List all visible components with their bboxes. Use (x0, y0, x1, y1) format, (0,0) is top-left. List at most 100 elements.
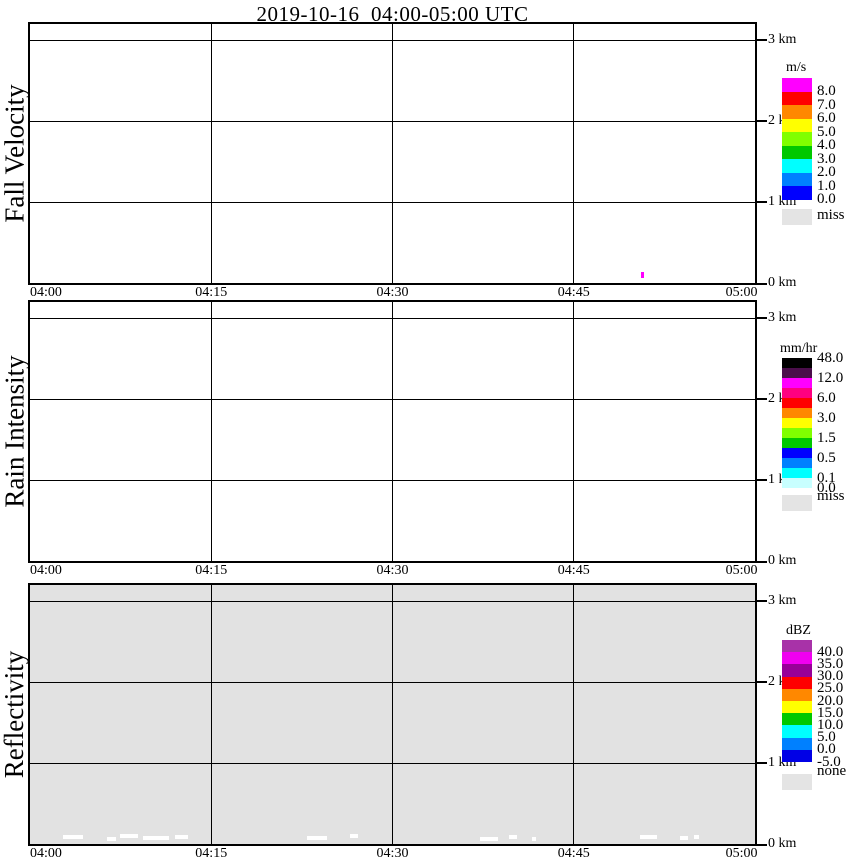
axis-tick (757, 201, 767, 203)
colorbar-rain-intensity (782, 358, 812, 488)
colorbar-value-label: 35.0 (817, 656, 844, 672)
colorbar-value-label: 10.0 (817, 717, 844, 733)
noise-speck (480, 837, 498, 841)
noise-speck (680, 836, 688, 840)
colorbar-value-label: 30.0 (817, 668, 844, 684)
gridline-horizontal (30, 399, 755, 400)
time-tick-label: 04:15 (195, 563, 228, 578)
colorbar-value-label: -5.0 (817, 754, 841, 770)
noise-speck (307, 836, 327, 840)
noise-speck (63, 835, 83, 839)
colorbar-missing-label: miss (817, 488, 845, 504)
noise-speck (694, 835, 699, 839)
colorbar-value-label: 12.0 (817, 370, 844, 386)
colorbar-segment (782, 478, 812, 488)
colorbar-segment (782, 664, 812, 677)
ylabel-rain-intensity: Rain Intensity (0, 355, 30, 508)
colorbar-missing-swatch (782, 774, 812, 790)
height-tick-label: 3 km (768, 310, 797, 325)
colorbar-segment (782, 388, 812, 398)
time-tick-label: 04:00 (30, 563, 62, 578)
colorbar-segment (782, 91, 812, 105)
noise-speck (175, 835, 188, 839)
colorbar-segment (782, 700, 812, 714)
gridline-horizontal (30, 763, 755, 764)
axis-tick (757, 681, 767, 683)
gridline-vertical (211, 302, 212, 561)
axis-tick (757, 120, 767, 122)
colorbar-value-label: 7.0 (817, 97, 836, 113)
height-tick-label: 0 km (768, 553, 797, 568)
colorbar-segment (782, 713, 812, 726)
axis-tick (757, 39, 767, 41)
gridline-vertical (392, 585, 393, 844)
colorbar-segment (782, 725, 812, 738)
gridline-horizontal (30, 40, 755, 41)
axis-tick (757, 844, 767, 846)
gridline-vertical (211, 585, 212, 844)
time-tick-label: 04:00 (30, 846, 62, 861)
reflectivity-plot (28, 583, 767, 846)
fall-velocity-plot (28, 22, 767, 285)
colorbar-segment (782, 159, 812, 173)
colorbar-value-label: 25.0 (817, 680, 844, 696)
noise-speck (143, 836, 169, 840)
ylabel-reflectivity-wrap: Reflectivity (0, 583, 30, 846)
height-tick-label: 3 km (768, 593, 797, 608)
gridline-vertical (573, 302, 574, 561)
colorbar-value-label: 0.1 (817, 470, 836, 486)
time-tick-label: 04:30 (376, 285, 409, 300)
ylabel-reflectivity: Reflectivity (0, 650, 30, 779)
time-tick-label: 05:00 (725, 846, 758, 861)
rain-intensity-plot (28, 300, 767, 563)
colorbar-value-label: 3.0 (817, 151, 836, 167)
colorbar-segment (782, 418, 812, 428)
colorbar-missing-swatch (782, 209, 812, 225)
colorbar-segment (782, 468, 812, 478)
colorbar-value-label: 8.0 (817, 83, 836, 99)
gridline-vertical (573, 585, 574, 844)
colorbar-value-label: 0.5 (817, 450, 836, 466)
colorbar-missing-label: none (817, 763, 847, 779)
axis-tick (757, 479, 767, 481)
colorbar-value-label: 5.0 (817, 124, 836, 140)
noise-speck (532, 837, 536, 841)
colorbar-value-label: 48.0 (817, 350, 844, 366)
ylabel-fall-velocity: Fall Velocity (0, 84, 30, 223)
colorbar-value-label: 6.0 (817, 110, 836, 126)
time-tick-label: 04:45 (557, 285, 590, 300)
colorbar-segment (782, 749, 812, 762)
colorbar-units-label: dBZ (786, 623, 811, 638)
time-tick-label: 04:30 (376, 563, 409, 578)
colorbar-segment (782, 132, 812, 146)
colorbar-segment (782, 688, 812, 701)
colorbar-missing-label: miss (817, 207, 845, 223)
gridline-horizontal (30, 121, 755, 122)
axis-tick (757, 561, 767, 563)
height-tick-label: 3 km (768, 32, 797, 47)
reflectivity-noise-specks (30, 585, 755, 844)
colorbar-segment (782, 640, 812, 653)
colorbar-segment (782, 358, 812, 368)
colorbar-value-label: 4.0 (817, 137, 836, 153)
colorbar-segment (782, 676, 812, 689)
fall-velocity-data-mark (641, 272, 644, 278)
colorbar-units-label: m/s (786, 60, 807, 75)
colorbar-segment (782, 172, 812, 186)
axis-tick (757, 762, 767, 764)
axis-tick (757, 398, 767, 400)
time-tick-label: 04:45 (557, 846, 590, 861)
colorbar-value-label: 0.0 (817, 741, 836, 757)
ylabel-rain-intensity-wrap: Rain Intensity (0, 300, 30, 563)
colorbar-units-label: mm/hr (780, 341, 818, 356)
time-tick-label: 04:30 (376, 846, 409, 861)
time-tick-label: 04:00 (30, 285, 62, 300)
colorbar-missing-swatch (782, 495, 812, 511)
colorbar-value-label: 5.0 (817, 729, 836, 745)
gridline-vertical (392, 24, 393, 283)
gridline-vertical (211, 24, 212, 283)
colorbar-segment (782, 378, 812, 388)
colorbar-value-label: 15.0 (817, 705, 844, 721)
colorbar-segment (782, 118, 812, 132)
